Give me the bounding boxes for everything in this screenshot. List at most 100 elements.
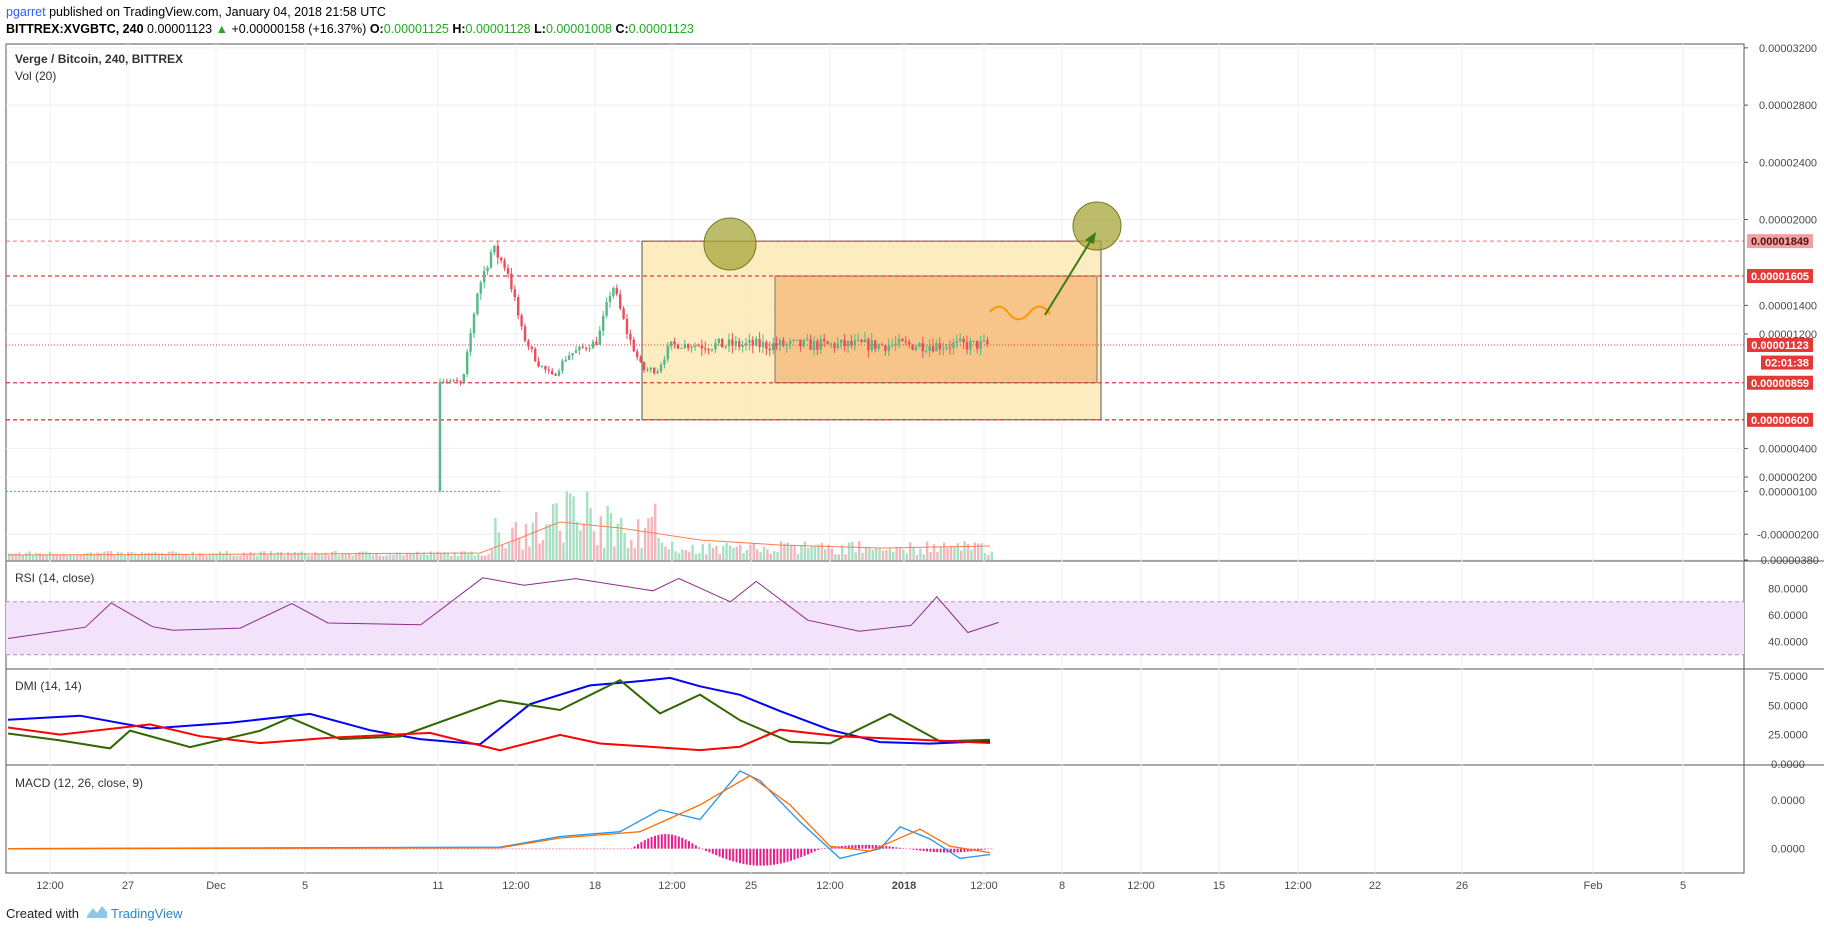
candle-body (897, 339, 901, 344)
volume-bar (365, 551, 368, 560)
price-tag-label: 0.00000600 (1751, 415, 1809, 427)
candle-body (717, 338, 720, 344)
volume-bar (395, 552, 398, 560)
volume-bar (575, 522, 579, 560)
candle-body (697, 345, 700, 347)
candle-body (619, 294, 622, 309)
macd-hist-bar (395, 848, 398, 850)
macd-hist-bar (810, 848, 813, 853)
candle-body (853, 340, 856, 345)
volume-bar (351, 555, 354, 560)
macd-hist-bar (657, 834, 660, 849)
macd-hist-bar (320, 848, 323, 850)
macd-hist-bar (497, 848, 500, 850)
volume-bar (490, 549, 494, 560)
high-value: 0.00001128 (465, 22, 531, 36)
volume-bar (960, 550, 963, 560)
volume-bar (885, 550, 888, 560)
macd-hist-bar (293, 848, 296, 850)
candle-body (547, 369, 550, 371)
macd-hist-bar (484, 848, 486, 850)
volume-bar (52, 554, 55, 560)
macd-hist-bar (847, 845, 850, 849)
macd-hist-bar (960, 848, 962, 853)
volume-bar (171, 551, 174, 560)
high-label: H: (452, 22, 466, 36)
volume-bar (42, 554, 45, 560)
volume-bar (249, 552, 252, 560)
macd-hist-bar (603, 848, 605, 850)
dmi-tick-label: 75.0000 (1768, 671, 1808, 683)
macd-hist-bar (616, 848, 619, 850)
volume-bar (382, 555, 385, 560)
volume-bar (589, 508, 592, 560)
macd-hist-bar (317, 848, 320, 850)
volume-bar (820, 542, 823, 560)
volume-bar (637, 519, 640, 560)
volume-bar (113, 555, 116, 560)
tradingview-link[interactable]: TradingView (111, 906, 183, 921)
volume-bar (225, 551, 228, 560)
candle-body (527, 340, 530, 347)
macd-hist-bar (572, 848, 575, 850)
macd-hist-bar (949, 848, 952, 853)
volume-bar (956, 543, 959, 560)
volume-bar (501, 544, 504, 560)
macd-hist-bar (541, 848, 544, 850)
macd-hist-bar (334, 848, 337, 850)
candle-body (962, 338, 965, 343)
chart-canvas[interactable]: Verge / Bitcoin, 240, BITTREX Vol (20) RSI… (0, 0, 1824, 896)
candle-body (789, 340, 792, 344)
candle-body (969, 340, 972, 350)
volume-ma-line (7, 521, 991, 556)
candle-body (452, 379, 455, 381)
volume-bar (572, 496, 575, 560)
volume-bar (89, 552, 92, 560)
candle-body (775, 343, 778, 346)
candle-body (483, 271, 486, 283)
volume-bar (932, 544, 936, 560)
volume-bar (422, 552, 426, 560)
volume-bar (45, 554, 48, 560)
volume-bar (443, 552, 446, 560)
macd-hist-bar (290, 848, 293, 850)
candle-body (571, 353, 574, 356)
macd-hist-bar (977, 848, 979, 851)
volume-bar (31, 554, 35, 560)
volume-bar (266, 555, 269, 560)
volume-bar (640, 548, 643, 560)
volume-bar (293, 552, 296, 560)
time-tick-label: 22 (1369, 880, 1381, 892)
candle-body (751, 340, 754, 346)
volume-bar (616, 523, 619, 560)
candle-body (449, 380, 452, 382)
macd-hist-bar (983, 848, 986, 850)
author-link[interactable]: pgarret (6, 5, 46, 19)
macd-hist-bar (358, 848, 361, 850)
volume-bar (725, 543, 728, 560)
candle-body (472, 313, 476, 334)
volume-bar (807, 547, 810, 560)
volume-bar (766, 549, 769, 560)
macd-hist-bar (881, 845, 884, 849)
volume-bar (276, 551, 279, 560)
volume-bar (518, 537, 521, 560)
candle-body (710, 349, 714, 351)
volume-bar (722, 545, 725, 560)
macd-hist-bar (892, 846, 894, 849)
volume-bar (242, 552, 245, 560)
price-tag (1747, 337, 1813, 352)
candle-body (819, 339, 822, 350)
candle-body (976, 340, 979, 349)
macd-hist-bar (477, 848, 480, 850)
price-tag (1747, 234, 1813, 249)
macd-hist-bar (732, 848, 735, 862)
volume-bar (25, 552, 28, 560)
price-tick-label: 0.00002000 (1759, 215, 1817, 227)
volume-bar (535, 512, 538, 560)
volume-bar (660, 542, 664, 560)
macd-hist-bar (331, 848, 333, 850)
macd-hist-bar (545, 848, 548, 850)
candle-body (802, 339, 805, 347)
volume-bar (555, 503, 558, 560)
